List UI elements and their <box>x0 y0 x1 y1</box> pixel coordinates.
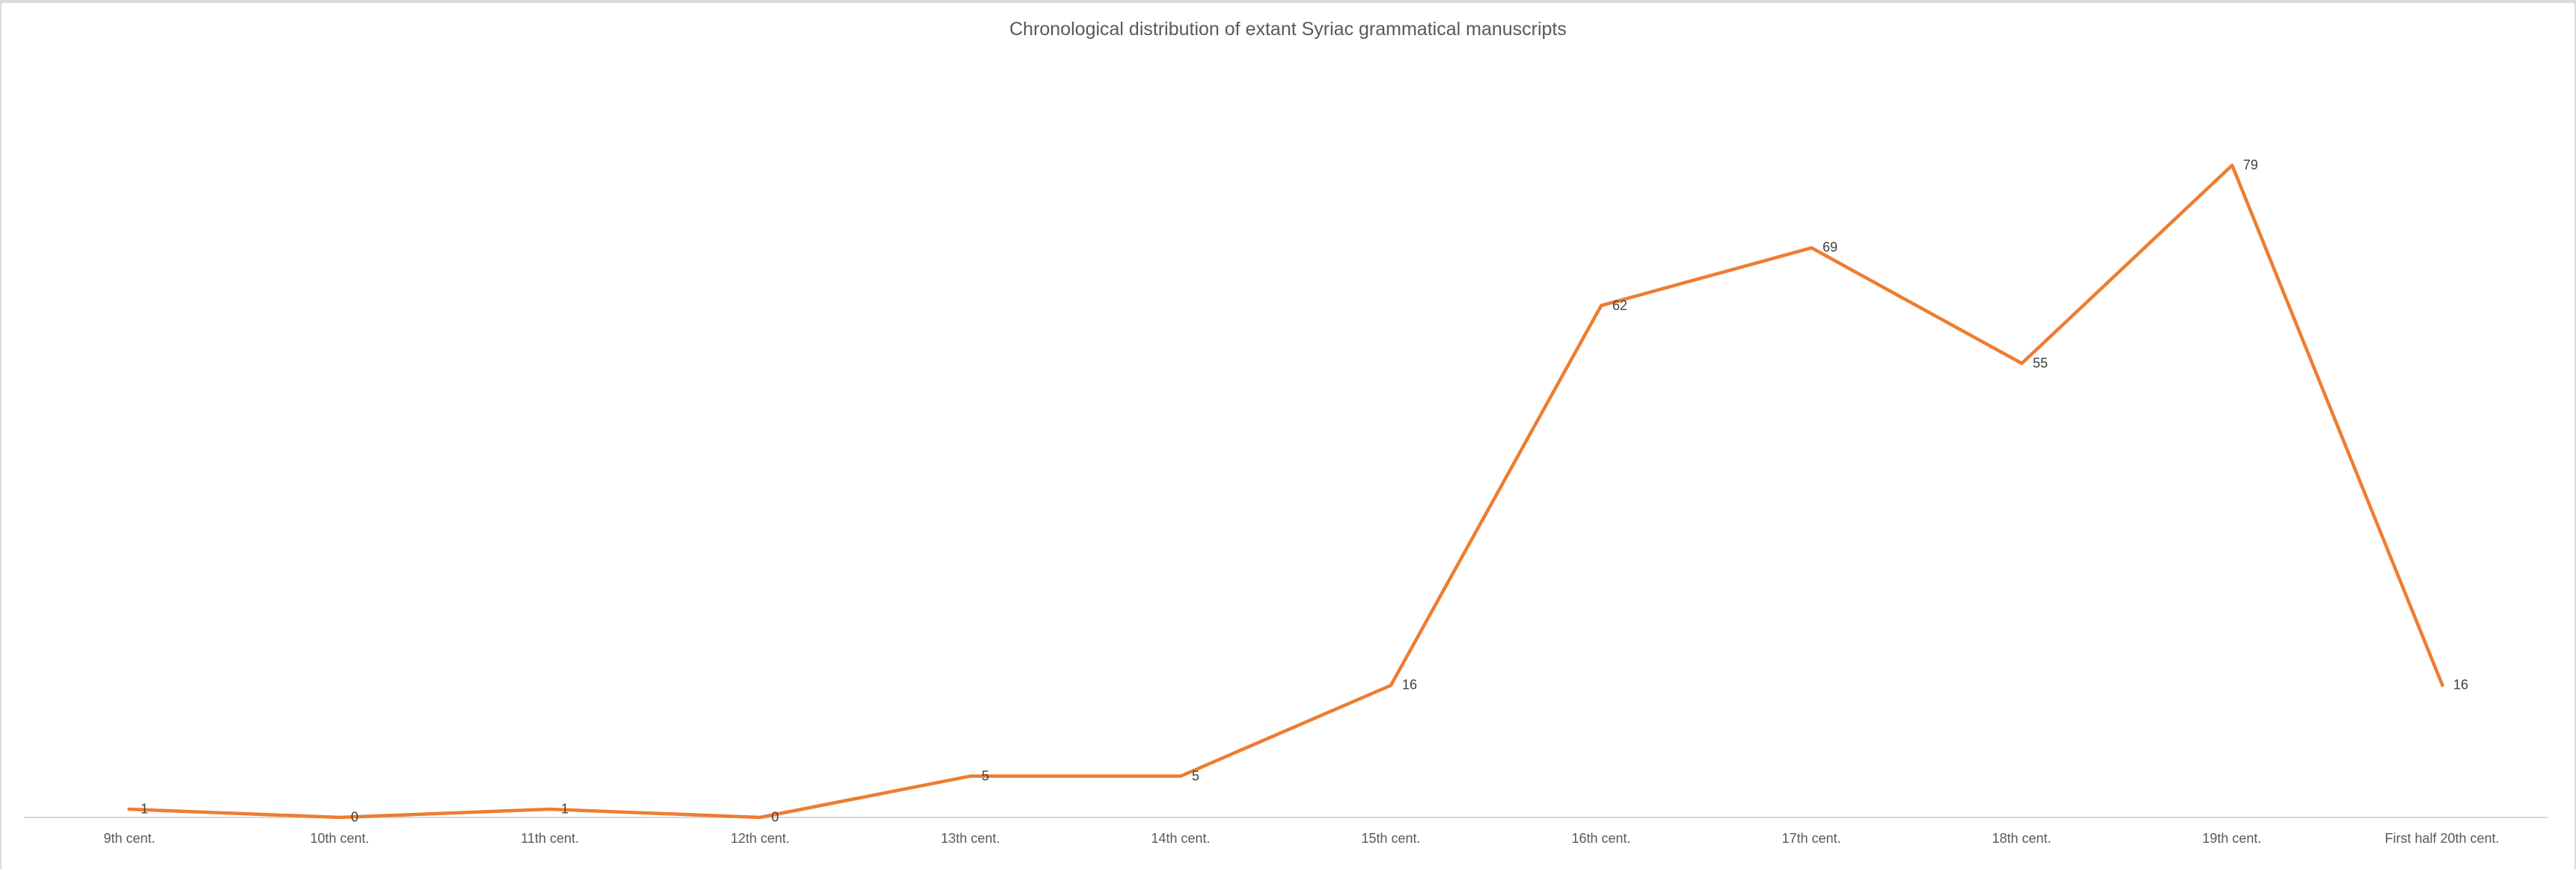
x-axis-label: 18th cent. <box>1992 831 2052 846</box>
x-axis-label: 12th cent. <box>730 831 790 846</box>
x-axis-label: 15th cent. <box>1361 831 1421 846</box>
x-axis-label: 17th cent. <box>1781 831 1841 846</box>
data-label: 16 <box>1402 677 1418 693</box>
data-label: 62 <box>1612 298 1628 313</box>
x-axis-label: 10th cent. <box>310 831 370 846</box>
data-label: 79 <box>2243 157 2259 173</box>
x-axis-label: 14th cent. <box>1151 831 1211 846</box>
data-label: 55 <box>2033 355 2049 371</box>
x-axis-label: 19th cent. <box>2202 831 2262 846</box>
x-axis-label: 13th cent. <box>940 831 1000 846</box>
data-label: 16 <box>2453 677 2469 693</box>
data-label: 5 <box>982 768 990 784</box>
data-label: 1 <box>141 801 149 817</box>
data-label: 0 <box>351 809 359 825</box>
x-axis-label: 9th cent. <box>103 831 156 846</box>
x-axis-label: 11th cent. <box>521 831 579 846</box>
line-chart-plot <box>24 163 2548 820</box>
data-label: 69 <box>1823 239 1838 255</box>
data-label: 0 <box>771 809 780 825</box>
series-line <box>127 163 2444 820</box>
data-label: 1 <box>561 801 569 817</box>
chart-title: Chronological distribution of extant Syr… <box>1009 19 1567 40</box>
data-label: 5 <box>1192 768 1200 784</box>
x-axis-label: 16th cent. <box>1571 831 1631 846</box>
x-axis-label: First half 20th cent. <box>2384 831 2500 846</box>
